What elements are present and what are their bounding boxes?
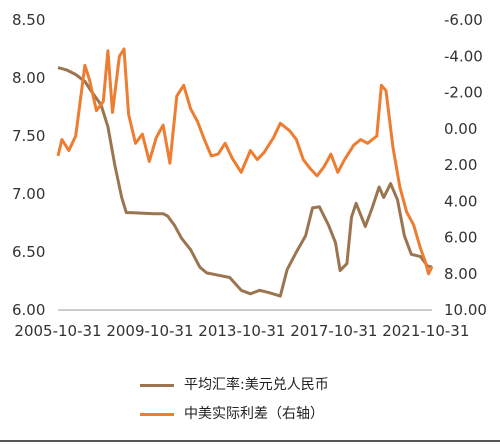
x-tick-label: 2021-10-31	[382, 322, 469, 340]
left-tick-label: 6.00	[12, 301, 45, 319]
right-tick-label: 4.00	[444, 192, 477, 210]
left-tick-label: 8.50	[12, 11, 45, 29]
bottom-divider	[0, 440, 500, 442]
left-tick-label: 7.50	[12, 127, 45, 145]
left-tick-label: 7.00	[12, 185, 45, 203]
right-tick-label: -6.00	[444, 11, 483, 29]
right-axis-ticks: -6.00 -4.00 -2.00 0.00 2.00 4.00 6.00 8.00 10.00	[444, 11, 487, 319]
legend-label-rate-spread: 中美实际利差（右轴）	[184, 406, 324, 422]
series-lines	[56, 47, 434, 298]
legend-swatch-rate-spread	[140, 412, 174, 416]
right-tick-label: -2.00	[444, 84, 483, 102]
right-tick-label: 8.00	[444, 265, 477, 283]
legend-swatch-exchange-rate	[140, 383, 174, 387]
right-tick-label: -4.00	[444, 47, 483, 65]
legend-label-exchange-rate: 平均汇率:美元兑人民币	[184, 377, 329, 393]
x-tick-label: 2013-10-31	[198, 322, 285, 340]
x-tick-label: 2017-10-31	[290, 322, 377, 340]
right-tick-label: 10.00	[444, 301, 487, 319]
left-axis-ticks: 8.50 8.00 7.50 7.00 6.50 6.00	[12, 11, 45, 319]
series-line-exchange-rate	[57, 66, 433, 298]
x-tick-label: 2009-10-31	[106, 322, 193, 340]
x-tick-label: 2005-10-31	[14, 322, 101, 340]
left-tick-label: 6.50	[12, 243, 45, 261]
series-line-rate-spread	[56, 47, 434, 276]
right-tick-label: 6.00	[444, 229, 477, 247]
right-tick-label: 0.00	[444, 120, 477, 138]
left-tick-label: 8.00	[12, 69, 45, 87]
right-tick-label: 2.00	[444, 156, 477, 174]
legend-item-exchange-rate: 平均汇率:美元兑人民币	[140, 374, 329, 394]
legend-item-rate-spread: 中美实际利差（右轴）	[140, 403, 324, 423]
chart: 8.50 8.00 7.50 7.00 6.50 6.00 -6.00 -4.00 -2.00…	[12, 11, 487, 340]
x-axis-ticks: 2005-10-31 2009-10-31 2013-10-31 2017-10-31…	[14, 322, 469, 340]
